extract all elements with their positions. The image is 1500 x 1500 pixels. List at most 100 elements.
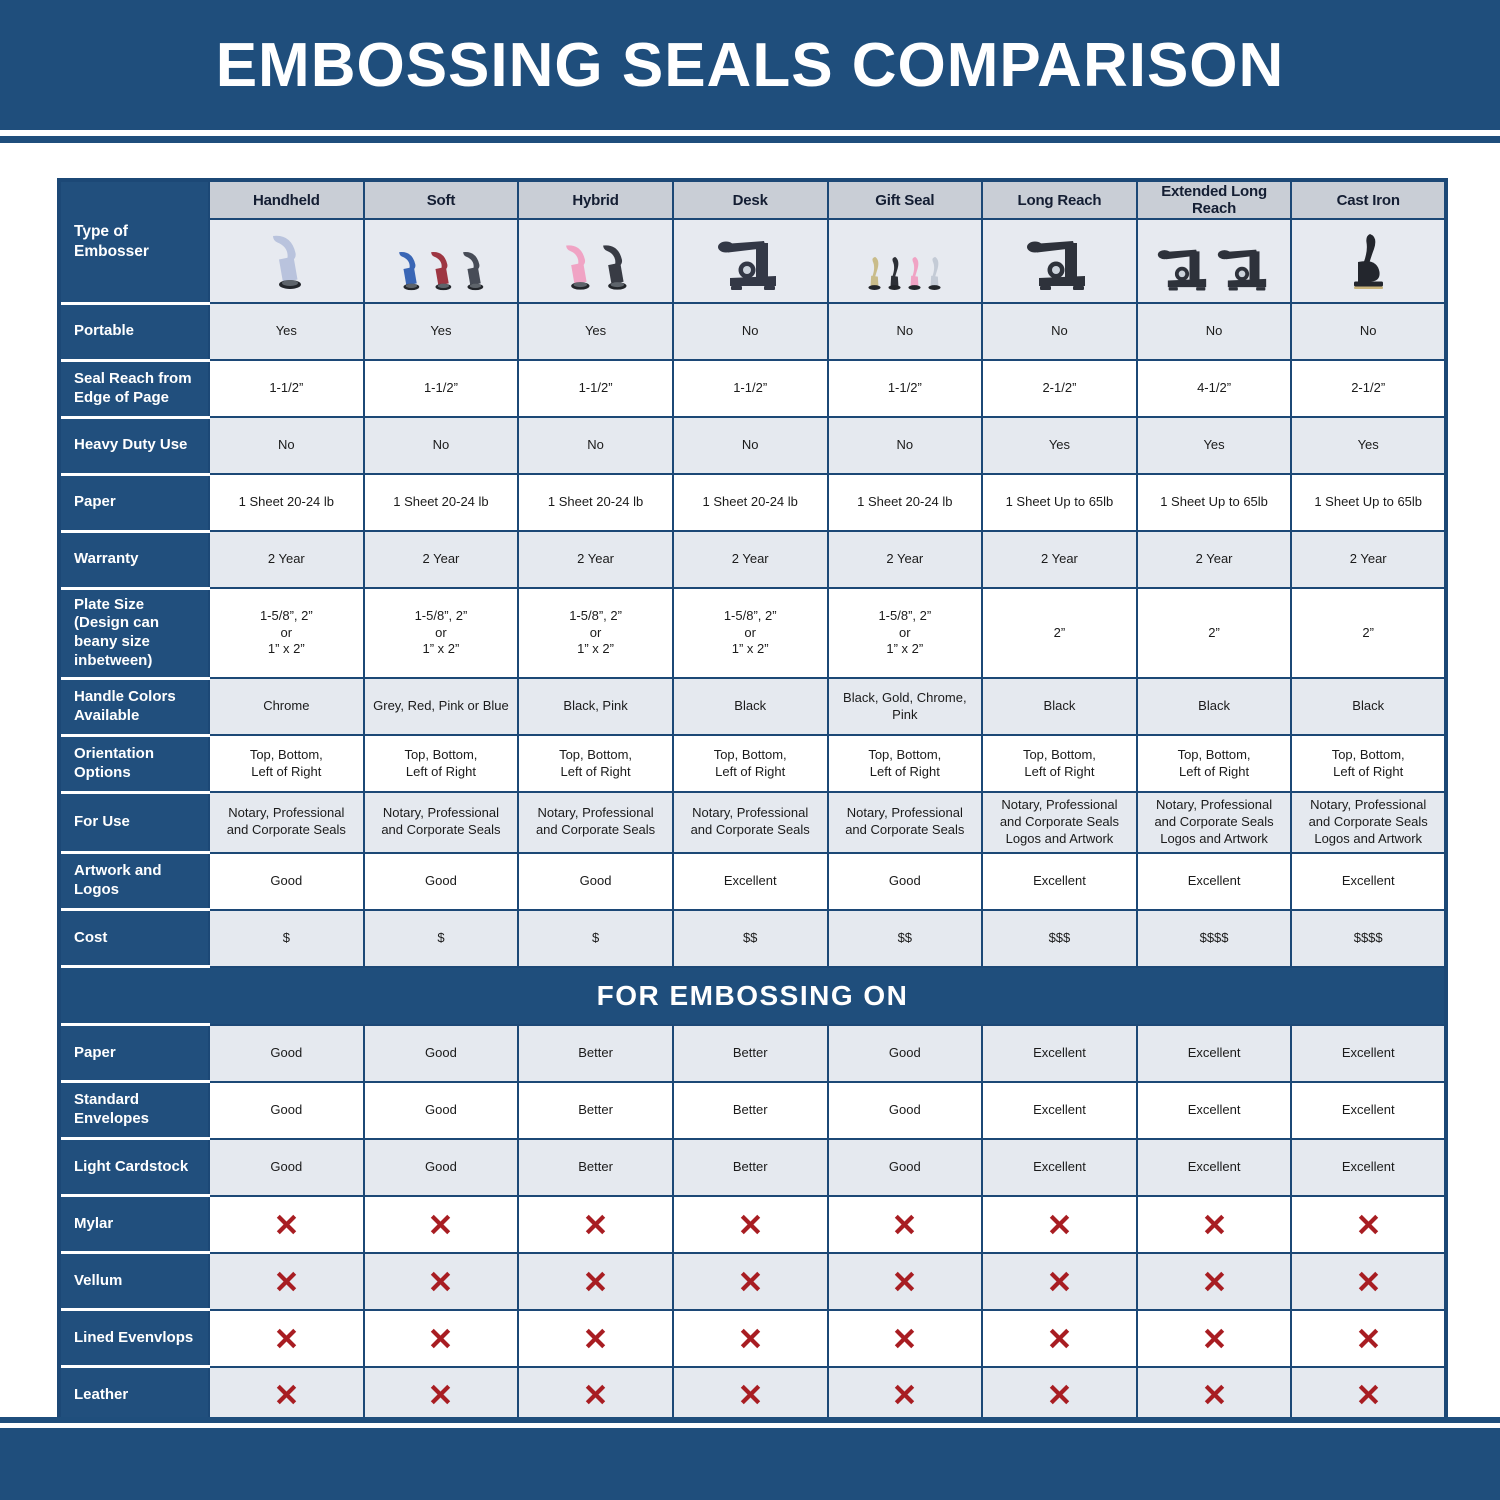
page-header: EMBOSSING SEALS COMPARISON: [0, 0, 1500, 130]
cell-seal-reach-from-edge-of-page-extended-long-reach: 4-1/2”: [1135, 359, 1293, 418]
red-x-icon: [431, 1271, 451, 1291]
cell-mylar-long-reach: [981, 1194, 1138, 1254]
cell-plate-size-design-can-beany-size-inbetween-cast-iron: 2”: [1290, 587, 1447, 679]
cell-paper-long-reach: 1 Sheet Up to 65lb: [981, 473, 1138, 532]
embosser-image-cell-extended-long-reach: [1135, 218, 1293, 304]
row-label-paper: Paper: [59, 472, 209, 533]
embosser-image-cell-gift-seal: [826, 218, 984, 304]
red-x-icon: [1358, 1328, 1378, 1348]
handheld-embosser-icon: [266, 233, 306, 293]
cell-for-use-extended-long-reach: Notary, Professional and Corporate Seals…: [1135, 791, 1293, 854]
hybrid-embosser-icon: [597, 243, 631, 293]
cell-plate-size-design-can-beany-size-inbetween-extended-long-reach: 2”: [1135, 587, 1293, 679]
cell-paper-soft: Good: [362, 1023, 520, 1083]
cell-plate-size-design-can-beany-size-inbetween-soft: 1-5/8”, 2” or 1” x 2”: [362, 587, 520, 679]
cell-artwork-and-logos-desk: Excellent: [671, 851, 829, 911]
cell-lined-evenvlops-handheld: [208, 1308, 365, 1368]
cell-handle-colors-available-desk: Black: [671, 677, 829, 736]
cell-cost-long-reach: $$$: [981, 908, 1138, 968]
table-row: Light Cardstock Good Good Better Better Good E…: [59, 1137, 1447, 1198]
cell-warranty-cast-iron: 2 Year: [1290, 530, 1447, 589]
cell-orientation-options-desk: Top, Bottom, Left of Right: [671, 734, 829, 793]
cell-vellum-cast-iron: [1290, 1251, 1447, 1311]
cell-for-use-gift-seal: Notary, Professional and Corporate Seals: [826, 791, 984, 854]
red-x-icon: [276, 1271, 297, 1291]
cell-cost-gift-seal: $$: [826, 908, 984, 968]
gift-seal-embosser-icon: [906, 256, 923, 293]
cell-heavy-duty-use-hybrid: No: [517, 416, 674, 475]
cell-lined-evenvlops-cast-iron: [1290, 1308, 1447, 1368]
cell-leather-extended-long-reach: [1135, 1365, 1293, 1425]
red-x-icon: [740, 1271, 760, 1291]
cell-for-use-handheld: Notary, Professional and Corporate Seals: [208, 791, 365, 854]
table-row: Paper 1 Sheet 20-24 lb 1 Sheet 20-24 lb 1 S…: [59, 472, 1447, 533]
header-divider-white: [0, 130, 1500, 136]
red-x-icon: [895, 1214, 915, 1234]
row-label-standard-envelopes: Standard Envelopes: [59, 1080, 209, 1141]
cell-standard-envelopes-extended-long-reach: Excellent: [1135, 1080, 1293, 1140]
cell-standard-envelopes-handheld: Good: [208, 1080, 365, 1140]
cell-vellum-desk: [671, 1251, 829, 1311]
cell-plate-size-design-can-beany-size-inbetween-handheld: 1-5/8”, 2” or 1” x 2”: [208, 587, 365, 679]
cell-handle-colors-available-hybrid: Black, Pink: [517, 677, 674, 736]
cell-orientation-options-cast-iron: Top, Bottom, Left of Right: [1290, 734, 1447, 793]
corner-label: Type of Embosser: [59, 178, 209, 305]
cell-mylar-desk: [671, 1194, 829, 1254]
cell-cost-extended-long-reach: $$$$: [1135, 908, 1293, 968]
cell-heavy-duty-use-desk: No: [671, 416, 829, 475]
table-row: Cost $ $ $ $$ $$ $$$ $$$$ $$$$: [59, 908, 1447, 969]
cell-heavy-duty-use-extended-long-reach: Yes: [1135, 416, 1293, 475]
cell-portable-soft: Yes: [362, 302, 520, 361]
cell-orientation-options-handheld: Top, Bottom, Left of Right: [208, 734, 365, 793]
cell-artwork-and-logos-hybrid: Good: [517, 851, 674, 911]
cell-lined-evenvlops-desk: [671, 1308, 829, 1368]
cell-handle-colors-available-long-reach: Black: [981, 677, 1138, 736]
cell-for-use-long-reach: Notary, Professional and Corporate Seals…: [981, 791, 1138, 854]
column-header-desk: Desk: [671, 179, 829, 220]
cell-paper-desk: Better: [671, 1023, 829, 1083]
red-x-icon: [1204, 1214, 1224, 1234]
embosser-image-cell-long-reach: [981, 218, 1138, 304]
column-header-handheld: Handheld: [208, 179, 365, 220]
red-x-icon: [1049, 1214, 1070, 1234]
cell-leather-long-reach: [981, 1365, 1138, 1425]
footer-band: [0, 1428, 1500, 1500]
cell-leather-gift-seal: [826, 1365, 984, 1425]
cell-lined-evenvlops-long-reach: [981, 1308, 1138, 1368]
gift-seal-embosser-icon: [866, 256, 883, 293]
cell-standard-envelopes-gift-seal: Good: [826, 1080, 984, 1140]
red-x-icon: [1358, 1271, 1378, 1291]
cell-cost-cast-iron: $$$$: [1290, 908, 1447, 968]
cell-warranty-extended-long-reach: 2 Year: [1135, 530, 1293, 589]
cell-plate-size-design-can-beany-size-inbetween-long-reach: 2”: [981, 587, 1138, 679]
table-row: Warranty 2 Year 2 Year 2 Year 2 Year 2 Year 2 …: [59, 529, 1447, 590]
red-x-icon: [1204, 1384, 1224, 1405]
embosser-image-cell-cast-iron: [1290, 218, 1447, 304]
gift-seal-embosser-icon: [926, 256, 943, 293]
cell-light-cardstock-gift-seal: Good: [826, 1137, 984, 1197]
red-x-icon: [1204, 1271, 1224, 1291]
red-x-icon: [1204, 1328, 1224, 1348]
row-label-warranty: Warranty: [59, 529, 209, 590]
cell-seal-reach-from-edge-of-page-hybrid: 1-1/2”: [517, 359, 674, 418]
cell-portable-desk: No: [671, 302, 829, 361]
row-label-vellum: Vellum: [59, 1251, 209, 1312]
red-x-icon: [276, 1328, 297, 1348]
cell-lined-evenvlops-hybrid: [517, 1308, 674, 1368]
cell-lined-evenvlops-gift-seal: [826, 1308, 984, 1368]
long-reach-embosser-icon: [1025, 239, 1093, 293]
table-row: Standard Envelopes Good Good Better Better Go…: [59, 1080, 1447, 1141]
table-row: Orientation Options Top, Bottom, Left of …: [59, 733, 1447, 794]
row-label-for-use: For Use: [59, 790, 209, 855]
cell-warranty-gift-seal: 2 Year: [826, 530, 984, 589]
cell-seal-reach-from-edge-of-page-desk: 1-1/2”: [671, 359, 829, 418]
cell-portable-cast-iron: No: [1290, 302, 1447, 361]
cell-heavy-duty-use-soft: No: [362, 416, 520, 475]
cell-standard-envelopes-long-reach: Excellent: [981, 1080, 1138, 1140]
table-row: Plate Size (Design can beany size inbetw…: [59, 586, 1447, 680]
row-label-heavy-duty-use: Heavy Duty Use: [59, 415, 209, 476]
cell-warranty-hybrid: 2 Year: [517, 530, 674, 589]
cell-cost-hybrid: $: [517, 908, 674, 968]
cell-mylar-hybrid: [517, 1194, 674, 1254]
cell-vellum-long-reach: [981, 1251, 1138, 1311]
